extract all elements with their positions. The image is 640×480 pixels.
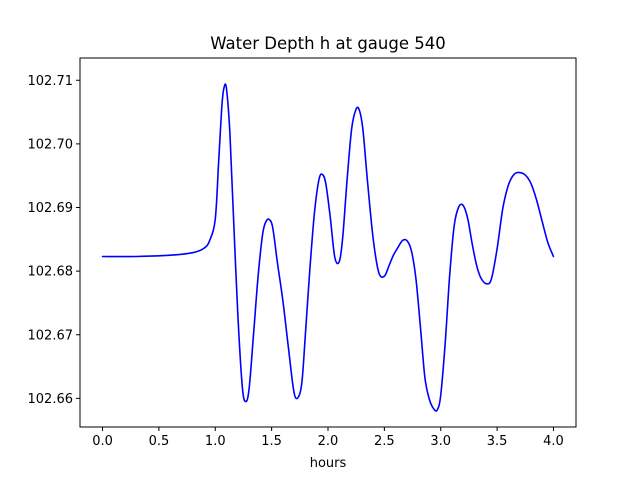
x-tick-label: 0.5 (149, 434, 170, 449)
x-tick-label: 1.0 (205, 434, 226, 449)
x-tick-label: 3.5 (487, 434, 508, 449)
x-tick-label: 4.0 (543, 434, 564, 449)
x-tick-label: 1.5 (261, 434, 282, 449)
x-tick-label: 2.5 (374, 434, 395, 449)
x-tick-label: 2.0 (318, 434, 339, 449)
y-tick-label: 102.69 (28, 201, 74, 216)
chart-title: Water Depth h at gauge 540 (210, 34, 445, 53)
data-layer (101, 83, 555, 412)
y-tick-label: 102.70 (28, 137, 74, 152)
plot-frame (79, 57, 577, 428)
tick-marks (76, 79, 554, 431)
x-axis-label: hours (310, 456, 347, 471)
y-tick-label: 102.68 (28, 265, 74, 280)
x-tick-label: 3.0 (430, 434, 451, 449)
y-tick-label: 102.67 (28, 328, 74, 343)
water-depth-series-line (101, 83, 555, 412)
x-tick-label: 0.0 (92, 434, 113, 449)
y-tick-label: 102.66 (28, 392, 74, 407)
y-tick-label: 102.71 (28, 74, 74, 89)
plot-area-background (80, 58, 576, 427)
